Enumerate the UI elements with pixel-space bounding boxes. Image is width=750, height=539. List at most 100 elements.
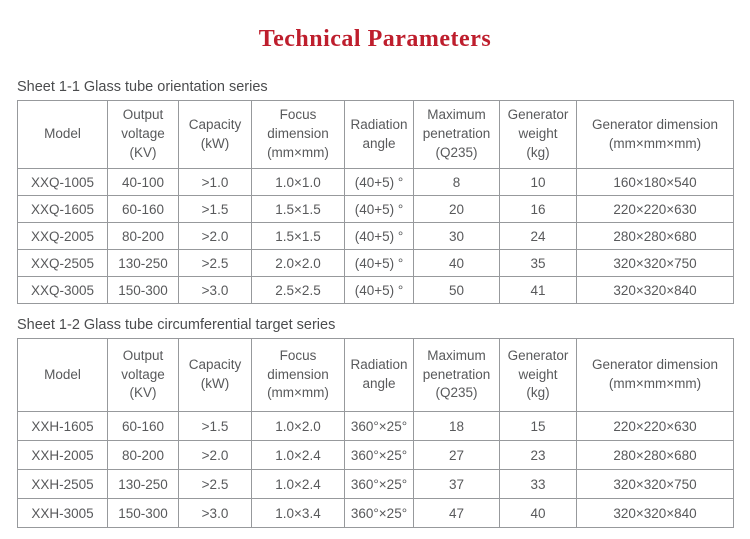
- table-cell: XXQ-2005: [17, 222, 108, 250]
- table-row: XXQ-1605 60-160 >1.5 1.5×1.5 (40+5) ° 20 16 220…: [17, 195, 734, 223]
- table-cell: 1.0×3.4: [251, 498, 345, 528]
- table-cell: 23: [499, 440, 577, 470]
- header-output-voltage: Output voltage (KV): [107, 100, 179, 169]
- table-cell: 130-250: [107, 469, 179, 499]
- table-cell: 16: [499, 195, 577, 223]
- glass-tube-orientation-table: Model Output voltage (KV) Capacity (kW) …: [17, 100, 734, 304]
- table-row: XXH-3005 150-300 >3.0 1.0×3.4 360°×25° 47 40 32…: [17, 498, 734, 528]
- table-cell: (40+5) °: [344, 249, 414, 277]
- table-cell: XXH-2505: [17, 469, 108, 499]
- table-cell: 2.5×2.5: [251, 276, 345, 304]
- table-cell: 30: [413, 222, 500, 250]
- table-cell: 1.0×1.0: [251, 168, 345, 196]
- table-cell: (40+5) °: [344, 168, 414, 196]
- header-generator-weight: Generator weight (kg): [499, 338, 577, 412]
- header-capacity: Capacity (kW): [178, 100, 252, 169]
- table-row: XXH-1605 60-160 >1.5 1.0×2.0 360°×25° 18 15 220…: [17, 411, 734, 441]
- header-generator-dimension: Generator dimension (mm×mm×mm): [576, 100, 734, 169]
- table-cell: 360°×25°: [344, 440, 414, 470]
- table-cell: 320×320×750: [576, 469, 734, 499]
- header-model: Model: [17, 338, 108, 412]
- table-cell: 220×220×630: [576, 195, 734, 223]
- table-cell: 40: [413, 249, 500, 277]
- header-radiation-angle: Radiation angle: [344, 338, 414, 412]
- header-model: Model: [17, 100, 108, 169]
- table-cell: (40+5) °: [344, 195, 414, 223]
- table-cell: 1.5×1.5: [251, 222, 345, 250]
- table-cell: >2.5: [178, 469, 252, 499]
- table-cell: 280×280×680: [576, 222, 734, 250]
- table-cell: 60-160: [107, 411, 179, 441]
- table-cell: 41: [499, 276, 577, 304]
- table-cell: >2.0: [178, 222, 252, 250]
- table-cell: (40+5) °: [344, 222, 414, 250]
- table-cell: 280×280×680: [576, 440, 734, 470]
- table-header-row: Model Output voltage (KV) Capacity (kW) …: [17, 338, 734, 412]
- table-cell: 360°×25°: [344, 469, 414, 499]
- table-row: XXQ-2005 80-200 >2.0 1.5×1.5 (40+5) ° 30 24 280…: [17, 222, 734, 250]
- table-cell: 47: [413, 498, 500, 528]
- table-cell: >3.0: [178, 498, 252, 528]
- table-row: XXQ-3005 150-300 >3.0 2.5×2.5 (40+5) ° 50 41 32…: [17, 276, 734, 304]
- table-header-row: Model Output voltage (KV) Capacity (kW) …: [17, 100, 734, 169]
- table-cell: 360°×25°: [344, 411, 414, 441]
- header-focus-dimension: Focus dimension (mm×mm): [251, 100, 345, 169]
- table-cell: 18: [413, 411, 500, 441]
- table-cell: 320×320×840: [576, 276, 734, 304]
- table-cell: 8: [413, 168, 500, 196]
- page-title: Technical Parameters: [258, 26, 492, 52]
- table-cell: 2.0×2.0: [251, 249, 345, 277]
- table-cell: XXQ-1605: [17, 195, 108, 223]
- table-cell: >1.5: [178, 411, 252, 441]
- header-maximum-penetration: Maximum penetration (Q235): [413, 100, 500, 169]
- sheet-1-2-caption: Sheet 1-2 Glass tube circumferential tar…: [17, 317, 336, 333]
- table-cell: 27: [413, 440, 500, 470]
- table-row: XXH-2005 80-200 >2.0 1.0×2.4 360°×25° 27 23 280…: [17, 440, 734, 470]
- table-cell: 360°×25°: [344, 498, 414, 528]
- table-cell: 80-200: [107, 222, 179, 250]
- table-cell: 24: [499, 222, 577, 250]
- table-cell: (40+5) °: [344, 276, 414, 304]
- table-cell: 37: [413, 469, 500, 499]
- table-cell: 1.0×2.4: [251, 440, 345, 470]
- table-cell: 15: [499, 411, 577, 441]
- header-maximum-penetration: Maximum penetration (Q235): [413, 338, 500, 412]
- table-cell: 10: [499, 168, 577, 196]
- table-row: XXQ-2505 130-250 >2.5 2.0×2.0 (40+5) ° 40 35 32…: [17, 249, 734, 277]
- table-cell: 35: [499, 249, 577, 277]
- table-cell: 20: [413, 195, 500, 223]
- table-cell: 1.0×2.4: [251, 469, 345, 499]
- table-row: XXQ-1005 40-100 >1.0 1.0×1.0 (40+5) ° 8 10 160×…: [17, 168, 734, 196]
- table-cell: XXQ-1005: [17, 168, 108, 196]
- table-cell: >1.0: [178, 168, 252, 196]
- table-cell: 150-300: [107, 498, 179, 528]
- header-capacity: Capacity (kW): [178, 338, 252, 412]
- table-row: XXH-2505 130-250 >2.5 1.0×2.4 360°×25° 37 33 32…: [17, 469, 734, 499]
- table-cell: 60-160: [107, 195, 179, 223]
- table-cell: 40-100: [107, 168, 179, 196]
- table-cell: >2.0: [178, 440, 252, 470]
- table-cell: >3.0: [178, 276, 252, 304]
- table-cell: 320×320×750: [576, 249, 734, 277]
- table-cell: 80-200: [107, 440, 179, 470]
- glass-tube-circumferential-table: Model Output voltage (KV) Capacity (kW) …: [17, 338, 734, 528]
- table-cell: >1.5: [178, 195, 252, 223]
- table-cell: 150-300: [107, 276, 179, 304]
- table-cell: 320×320×840: [576, 498, 734, 528]
- table-cell: 1.0×2.0: [251, 411, 345, 441]
- table-cell: XXH-3005: [17, 498, 108, 528]
- table-cell: 40: [499, 498, 577, 528]
- table-cell: XXQ-3005: [17, 276, 108, 304]
- header-focus-dimension: Focus dimension (mm×mm): [251, 338, 345, 412]
- table-cell: XXH-1605: [17, 411, 108, 441]
- table-cell: XXH-2005: [17, 440, 108, 470]
- header-generator-dimension: Generator dimension (mm×mm×mm): [576, 338, 734, 412]
- table-cell: 33: [499, 469, 577, 499]
- table-cell: XXQ-2505: [17, 249, 108, 277]
- header-generator-weight: Generator weight (kg): [499, 100, 577, 169]
- header-output-voltage: Output voltage (KV): [107, 338, 179, 412]
- table-cell: 160×180×540: [576, 168, 734, 196]
- table-cell: 130-250: [107, 249, 179, 277]
- table-cell: 50: [413, 276, 500, 304]
